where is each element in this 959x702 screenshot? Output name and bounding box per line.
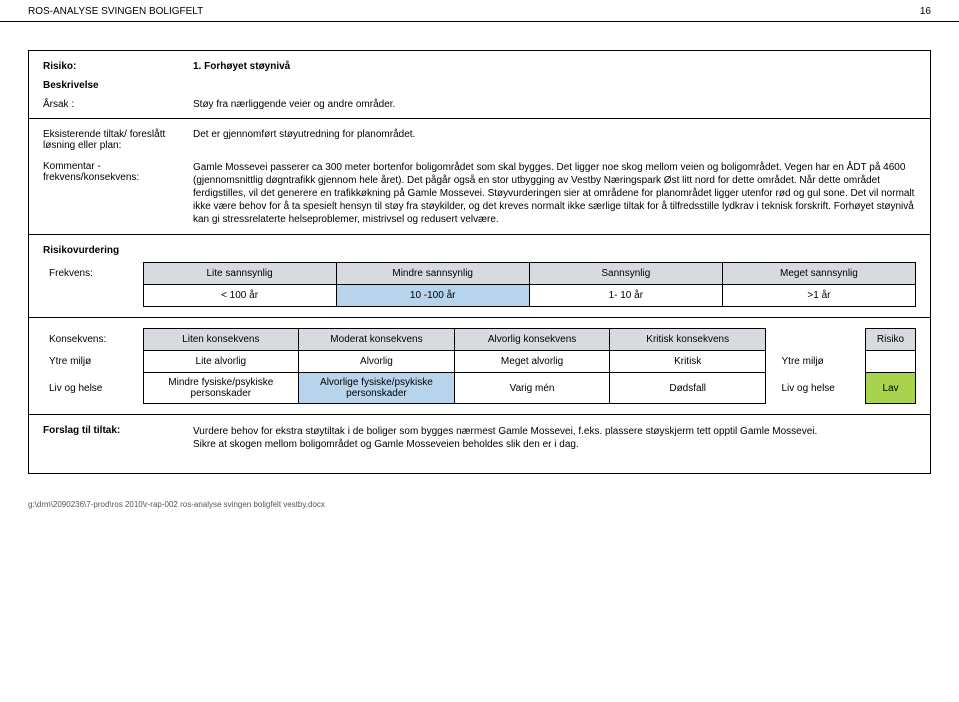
row-risiko: Risiko: 1. Forhøyet støynivå <box>43 61 916 72</box>
frekvens-cell: >1 år <box>722 285 915 307</box>
konsekvens-label: Konsekvens: <box>43 329 143 351</box>
risk-box: Risiko: 1. Forhøyet støynivå Beskrivelse… <box>28 50 931 474</box>
eksisterende-value: Det er gjennomført støyutredning for pla… <box>193 129 916 151</box>
row-label-liv: Liv og helse <box>43 373 143 404</box>
konsekvens-table: Konsekvens: Liten konsekvens Moderat kon… <box>43 328 916 404</box>
aarsak-label: Årsak : <box>43 99 193 110</box>
row-forslag: Forslag til tiltak: Vurdere behov for ek… <box>43 425 916 451</box>
page-header: ROS-ANALYSE SVINGEN BOLIGFELT 16 <box>0 0 959 22</box>
row-eksisterende: Eksisterende tiltak/ foreslått løsning e… <box>43 129 916 151</box>
divider <box>29 414 930 415</box>
tail-label: Ytre miljø <box>776 351 856 373</box>
forslag-label: Forslag til tiltak: <box>43 425 193 451</box>
forslag-line1: Vurdere behov for ekstra støytiltak i de… <box>193 426 817 437</box>
frekvens-header-cell: Meget sannsynlig <box>722 263 915 285</box>
row-beskrivelse: Beskrivelse <box>43 80 916 91</box>
row-label-ytre: Ytre miljø <box>43 351 143 373</box>
konsekvens-cell: Kritisk <box>610 351 766 373</box>
kommentar-label: Kommentar - frekvens/konsekvens: <box>43 161 193 226</box>
frekvens-table: Frekvens: Lite sannsynlig Mindre sannsyn… <box>43 262 916 307</box>
konsekvens-cell: Varig mén <box>454 373 610 404</box>
row-aarsak: Årsak : Støy fra nærliggende veier og an… <box>43 99 916 110</box>
risk-cell-low: Lav <box>866 373 916 404</box>
konsekvens-header-cell: Alvorlig konsekvens <box>454 329 610 351</box>
frekvens-cell: 1- 10 år <box>529 285 722 307</box>
risk-cell <box>866 351 916 373</box>
frekvens-header-cell: Sannsynlig <box>529 263 722 285</box>
konsekvens-cell: Mindre fysiske/psykiske personskader <box>143 373 299 404</box>
forslag-line2: Sikre at skogen mellom boligområdet og G… <box>193 439 579 450</box>
footer-path: g:\drm\2090236\7-prod\ros 2010\r-rap-002… <box>0 490 959 519</box>
risiko-col-header: Risiko <box>866 329 916 351</box>
risiko-value: 1. Forhøyet støynivå <box>193 61 916 72</box>
konsekvens-table-wrap: Konsekvens: Liten konsekvens Moderat kon… <box>43 328 916 404</box>
konsekvens-header-cell: Kritisk konsekvens <box>610 329 766 351</box>
eksisterende-label: Eksisterende tiltak/ foreslått løsning e… <box>43 129 193 151</box>
konsekvens-cell-selected: Alvorlige fysiske/psykiske personskader <box>299 373 455 404</box>
page-number: 16 <box>920 6 931 17</box>
kommentar-value: Gamle Mossevei passerer ca 300 meter bor… <box>193 161 916 226</box>
forslag-value: Vurdere behov for ekstra støytiltak i de… <box>193 425 916 451</box>
divider <box>29 118 930 119</box>
frekvens-cell: < 100 år <box>143 285 336 307</box>
frekvens-header-cell: Lite sannsynlig <box>143 263 336 285</box>
divider <box>29 317 930 318</box>
risiko-label: Risiko: <box>43 61 193 72</box>
frekvens-header-cell: Mindre sannsynlig <box>336 263 529 285</box>
divider <box>29 234 930 235</box>
konsekvens-cell: Meget alvorlig <box>454 351 610 373</box>
row-kommentar: Kommentar - frekvens/konsekvens: Gamle M… <box>43 161 916 226</box>
risikovurdering-heading: Risikovurdering <box>43 245 916 256</box>
doc-title: ROS-ANALYSE SVINGEN BOLIGFELT <box>28 6 203 17</box>
tail-label: Liv og helse <box>776 373 856 404</box>
konsekvens-header-cell: Moderat konsekvens <box>299 329 455 351</box>
konsekvens-header-cell: Liten konsekvens <box>143 329 299 351</box>
konsekvens-cell: Lite alvorlig <box>143 351 299 373</box>
konsekvens-cell: Alvorlig <box>299 351 455 373</box>
beskrivelse-label: Beskrivelse <box>43 80 193 91</box>
frekvens-label: Frekvens: <box>43 263 143 285</box>
konsekvens-cell: Dødsfall <box>610 373 766 404</box>
frekvens-table-wrap: Frekvens: Lite sannsynlig Mindre sannsyn… <box>43 262 916 307</box>
frekvens-cell-selected: 10 -100 år <box>336 285 529 307</box>
aarsak-value: Støy fra nærliggende veier og andre områ… <box>193 99 916 110</box>
